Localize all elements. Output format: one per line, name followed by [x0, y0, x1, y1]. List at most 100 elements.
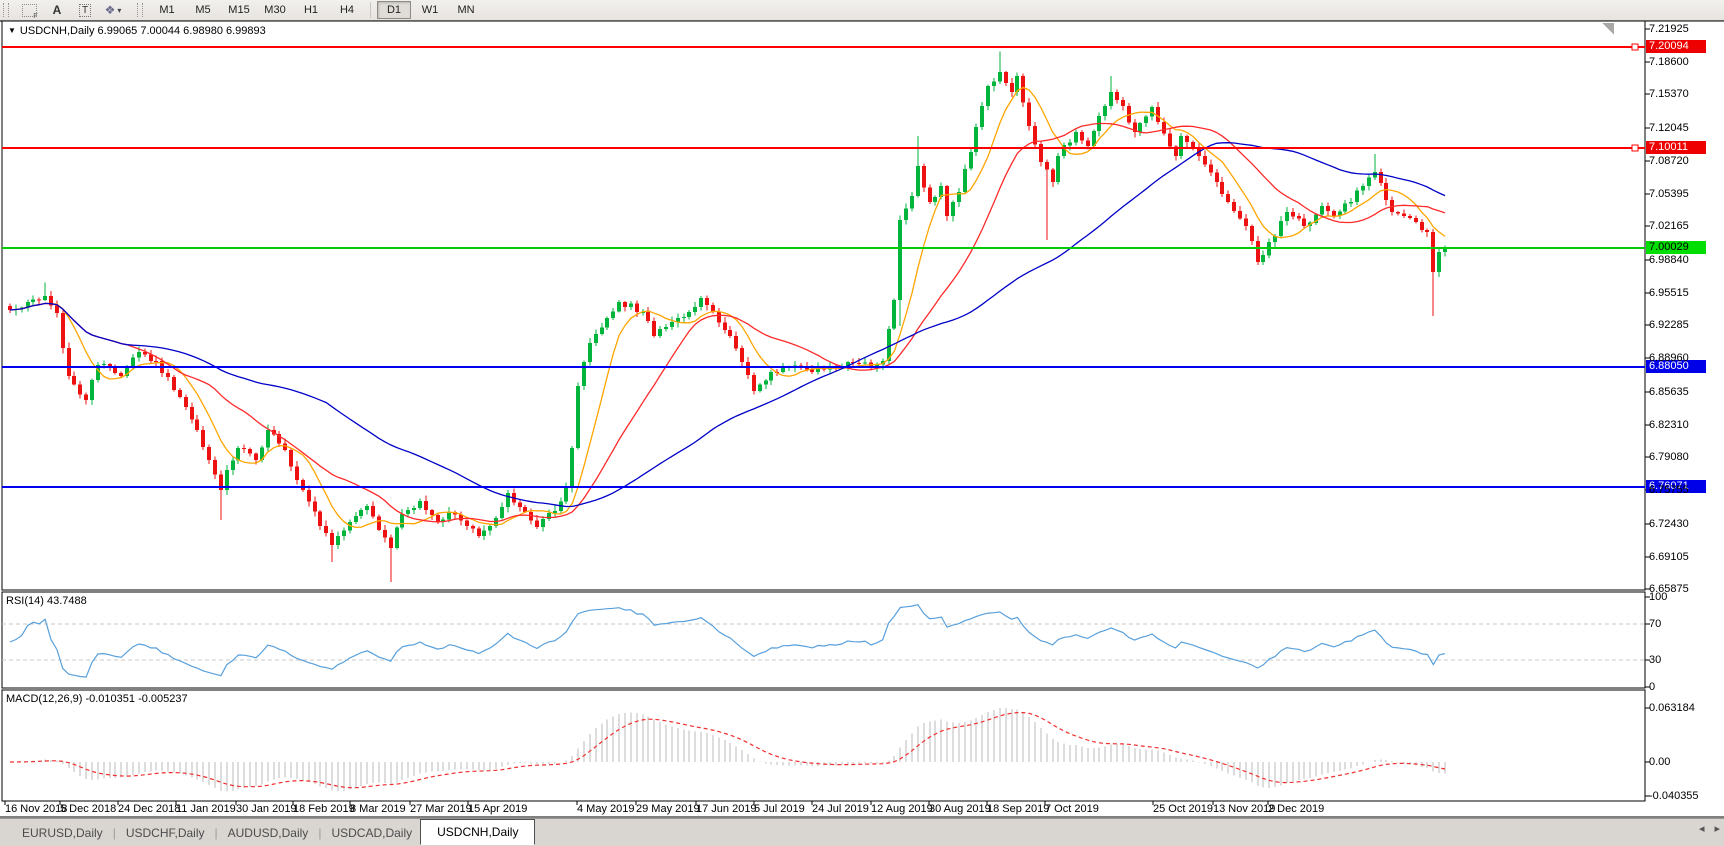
timeframe-button-W1[interactable]: W1 — [421, 4, 439, 16]
toolbar-grip[interactable] — [3, 3, 9, 17]
price-line-badge: 6.76071 — [1646, 480, 1706, 493]
price-axis-tick: 7.05395 — [1649, 188, 1689, 201]
date-axis-tick: 17 Jun 2019 — [696, 803, 757, 815]
price-line-badge: 7.10011 — [1646, 141, 1706, 154]
arrows-icon: ❖ — [104, 3, 116, 17]
date-axis-tick: 18 Feb 2019 — [293, 803, 355, 815]
price-axis-tick: 7.02165 — [1649, 220, 1689, 233]
price-axis-tick: 7.18600 — [1649, 56, 1689, 69]
chart-tab-USDCNH[interactable]: USDCNH,Daily — [420, 819, 536, 845]
date-axis-tick: 8 Mar 2019 — [350, 803, 406, 815]
rsi-axis-tick: 70 — [1649, 618, 1662, 630]
date-axis-tick: 24 Jul 2019 — [812, 803, 869, 815]
tab-separator: | — [112, 826, 116, 840]
timeframe-button-M30[interactable]: M30 — [264, 4, 286, 16]
date-axis-tick: 7 Oct 2019 — [1045, 803, 1099, 815]
rsi-axis-tick: 100 — [1649, 591, 1668, 603]
date-axis-tick: 13 Nov 2019 — [1213, 803, 1276, 815]
price-axis-tick: 6.92285 — [1649, 319, 1689, 332]
chart-tab-bar: EURUSD,Daily | USDCHF,Daily | AUDUSD,Daily | U… — [0, 818, 1724, 846]
price-axis-tick: 7.08720 — [1649, 154, 1689, 167]
date-axis-tick: 5 Dec 2018 — [60, 803, 117, 815]
selection-frame-icon: F — [21, 3, 38, 20]
price-axis-tick: 6.85635 — [1649, 385, 1689, 398]
text-label-icon: A — [52, 3, 62, 17]
price-axis-tick: 6.98840 — [1649, 253, 1689, 266]
tab-separator: | — [214, 826, 218, 840]
toolbar-separator — [370, 2, 371, 18]
text-label-tool[interactable]: A — [44, 1, 70, 19]
date-axis-tick: 29 May 2019 — [636, 803, 700, 815]
date-axis-tick: 30 Jan 2019 — [236, 803, 297, 815]
chart-shift-marker-icon[interactable] — [1602, 23, 1614, 35]
panel-separator-rsi-macd[interactable] — [0, 687, 1645, 691]
date-axis-tick: 27 Mar 2019 — [410, 803, 472, 815]
macd-label: MACD(12,26,9) -0.010351 -0.005237 — [6, 693, 188, 705]
text-icon: T — [78, 3, 92, 17]
macd-axis-tick: 0.063184 — [1649, 702, 1695, 714]
price-line-badge: 7.00029 — [1646, 241, 1706, 254]
date-axis-tick: 11 Jan 2019 — [176, 803, 236, 815]
panel-separator-main-rsi[interactable] — [0, 589, 1645, 593]
macd-axis-tick: -0.040355 — [1649, 790, 1699, 803]
tab-scroll-left-icon[interactable]: ◂ — [1698, 823, 1705, 835]
chevron-down-icon: ▾ — [117, 5, 122, 15]
timeframe-button-D1[interactable]: D1 — [377, 1, 411, 19]
date-axis-tick: 18 Sep 2019 — [987, 803, 1050, 815]
price-line-badge: 6.88050 — [1646, 360, 1706, 373]
timeframe-toolbar-grip[interactable] — [137, 3, 143, 17]
price-axis-tick: 6.65875 — [1649, 582, 1689, 595]
timeframe-button-M5[interactable]: M5 — [195, 4, 211, 16]
tab-separator: | — [318, 826, 322, 840]
price-axis-tick: 6.79080 — [1649, 451, 1689, 464]
rsi-layer — [2, 604, 1645, 678]
tab-scroll-right-icon[interactable]: ▸ — [1714, 823, 1720, 835]
axis-ticks — [4, 28, 1650, 805]
price-axis-tick: 6.75755 — [1649, 484, 1689, 497]
date-axis-tick: 24 Dec 2018 — [118, 803, 181, 815]
price-line-badge: 7.20094 — [1646, 40, 1706, 53]
horizontal-lines-layer — [2, 43, 1645, 488]
text-tool[interactable]: T — [72, 1, 98, 19]
timeframe-buttons: M1 M5 M15 M30 H1 H4 D1 W1 MN — [149, 1, 484, 19]
tab-scroll-buttons: ◂ ▸ — [1699, 822, 1720, 835]
date-axis-tick: 4 May 2019 — [577, 803, 635, 815]
macd-layer — [10, 708, 1446, 792]
chart-tab-EURUSD[interactable]: EURUSD,Daily — [22, 826, 103, 840]
price-axis-tick: 7.21925 — [1649, 23, 1689, 35]
price-axis-tick: 6.95515 — [1649, 286, 1689, 299]
selection-frame-tool[interactable]: F — [16, 1, 42, 20]
candles-layer — [8, 51, 1447, 582]
symbol-dropdown-icon: ▼ — [8, 26, 16, 35]
rsi-axis-tick: 0 — [1649, 681, 1656, 693]
price-axis-tick: 6.82310 — [1649, 418, 1689, 431]
panel-borders — [0, 20, 1724, 818]
date-axis-tick: 25 Oct 2019 — [1153, 803, 1213, 815]
date-axis-tick: 16 Nov 2018 — [5, 803, 68, 815]
price-axis-tick: 7.15370 — [1649, 88, 1689, 101]
chart-title[interactable]: ▼ USDCNH,Daily 6.99065 7.00044 6.98980 6.… — [8, 25, 266, 37]
date-axis-tick: 15 Apr 2019 — [468, 803, 528, 815]
date-axis-tick: 2 Dec 2019 — [1268, 803, 1325, 815]
chart-tab-AUDUSD[interactable]: AUDUSD,Daily — [227, 826, 309, 840]
chart-tab-USDCAD[interactable]: USDCAD,Daily — [331, 826, 413, 840]
timeframe-button-H4[interactable]: H4 — [339, 4, 355, 16]
chart-tab-USDCHF[interactable]: USDCHF,Daily — [125, 826, 205, 840]
price-axis-tick: 6.88960 — [1649, 352, 1689, 365]
macd-axis-tick: 0.00 — [1649, 756, 1671, 768]
date-axis-tick: 5 Jul 2019 — [754, 803, 805, 815]
price-axis-tick: 6.72430 — [1649, 517, 1689, 530]
chart-title-text: USDCNH,Daily 6.99065 7.00044 6.98980 6.9… — [19, 25, 266, 37]
price-axis-tick: 7.12045 — [1649, 121, 1689, 134]
rsi-axis-tick: 30 — [1649, 654, 1662, 666]
timeframe-button-MN[interactable]: MN — [457, 4, 475, 16]
date-axis-tick: 12 Aug 2019 — [871, 803, 933, 815]
arrows-tool[interactable]: ❖ ▾ — [100, 1, 126, 19]
price-axis-tick: 6.69105 — [1649, 550, 1689, 563]
toolbar: F A T ❖ ▾ M1 M5 M15 M30 H1 H4 D1 W1 MN — [0, 0, 1724, 21]
timeframe-button-H1[interactable]: H1 — [303, 4, 319, 16]
timeframe-button-M1[interactable]: M1 — [159, 4, 175, 16]
date-axis-tick: 30 Aug 2019 — [929, 803, 991, 815]
timeframe-button-M15[interactable]: M15 — [228, 4, 250, 16]
